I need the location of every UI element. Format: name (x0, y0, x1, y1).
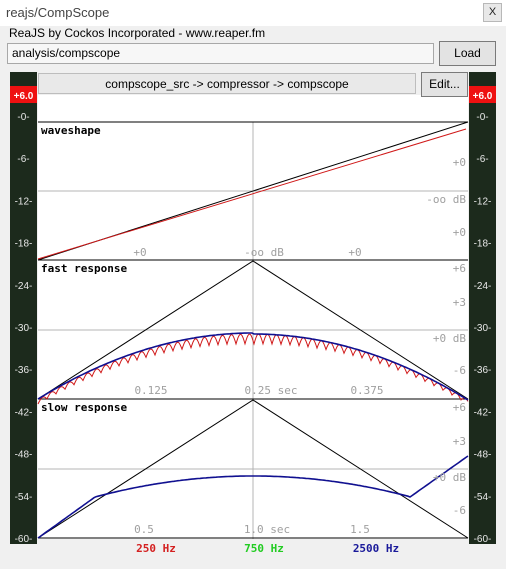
fast-right-label-4: -6 (453, 364, 466, 377)
legend-250hz: 250 Hz (136, 542, 176, 555)
left-meter-scale-label: -6- (17, 154, 29, 165)
fast-right-label-1: +6 (453, 262, 466, 275)
right-meter-scale-label: -42- (474, 407, 492, 418)
routing-display: compscope_src -> compressor -> compscope (38, 73, 416, 94)
left-peak-indicator (10, 86, 37, 103)
right-meter-scale-label: -30- (474, 323, 492, 334)
left-meter-scale-label: -36- (15, 365, 33, 376)
slow-right-label-3: +0 dB (433, 471, 466, 484)
right-meter-scale-label: -48- (474, 450, 492, 461)
waveshape-right-label-3: +0 (453, 226, 466, 239)
left-meter-scale: -0- -6- -12- -18- -24- -30- -36- -42- -48- -54- -6… (15, 112, 33, 545)
left-meter-scale-label: -54- (15, 492, 33, 503)
load-button[interactable]: Load (439, 41, 496, 66)
effect-path-value: analysis/compscope (12, 46, 121, 60)
slow-right-label-2: +3 (453, 435, 466, 448)
slow-response-title: slow response (41, 401, 127, 414)
left-meter-scale-label: -48- (15, 450, 33, 461)
left-meter-scale-label: -24- (15, 281, 33, 292)
fast-bottom-label-2: 0.25 sec (245, 384, 298, 397)
panel-dividers (38, 121, 468, 539)
slow-right-label-1: +6 (453, 401, 466, 414)
right-peak-indicator (469, 86, 496, 103)
left-meter-scale-label: -30- (15, 323, 33, 334)
slow-bottom-label-3: 1.5 (350, 523, 370, 536)
edit-button[interactable]: Edit... (421, 72, 468, 97)
right-meter-scale-label: -24- (474, 281, 492, 292)
waveshape-bottom-label-2: -oo dB (244, 246, 284, 259)
right-meter-scale-label: -18- (474, 239, 492, 250)
plugin-subtitle: ReaJS by Cockos Incorporated - www.reape… (9, 26, 266, 40)
waveshape-title: waveshape (41, 124, 101, 137)
left-level-meter (10, 72, 37, 544)
waveshape-right-label-2: -oo dB (426, 193, 466, 206)
left-meter-scale-label: -42- (15, 407, 33, 418)
slow-envelope-triangle (37, 399, 469, 539)
right-meter-scale-label: -36- (474, 365, 492, 376)
close-button[interactable]: X (483, 3, 502, 22)
window-title: reajs/CompScope (6, 5, 110, 20)
fast-envelope-triangle (37, 260, 469, 400)
effect-path-field[interactable]: analysis/compscope (7, 43, 434, 64)
right-meter-scale-label: -54- (474, 492, 492, 503)
waveshape-bottom-label-1: +0 (133, 246, 146, 259)
right-peak-value: +6.0 (473, 91, 493, 102)
right-level-meter (469, 72, 496, 544)
right-meter-scale: -0- -6- -12- -18- -24- -30- -36- -42- -48- -54- -6… (474, 112, 492, 545)
waveshape-bottom-label-3: +0 (348, 246, 361, 259)
right-meter-scale-label: -0- (476, 112, 488, 123)
fast-response-title: fast response (41, 262, 127, 275)
slow-response-curve (37, 455, 469, 539)
fast-response-curve (37, 332, 469, 401)
fast-response-ripple (37, 333, 469, 405)
fast-bottom-label-1: 0.125 (134, 384, 167, 397)
left-peak-value: +6.0 (14, 91, 34, 102)
left-meter-scale-label: -12- (15, 196, 33, 207)
routing-text: compscope_src -> compressor -> compscope (105, 77, 349, 91)
slow-bottom-label-2: 1.0 sec (244, 523, 290, 536)
waveshape-right-label-1: +0 (453, 156, 466, 169)
right-meter-scale-label: -60- (474, 534, 492, 545)
waveshape-output-curve (37, 128, 467, 260)
fast-right-label-2: +3 (453, 296, 466, 309)
left-meter-scale-label: -60- (15, 534, 33, 545)
title-bar: reajs/CompScope X (0, 0, 506, 26)
legend-750hz: 750 Hz (244, 542, 284, 555)
right-meter-scale-label: -12- (474, 196, 492, 207)
slow-right-label-4: -6 (453, 504, 466, 517)
slow-bottom-label-1: 0.5 (134, 523, 154, 536)
fast-right-label-3: +0 dB (433, 332, 466, 345)
fast-bottom-label-3: 0.375 (350, 384, 383, 397)
left-meter-scale-label: -18- (15, 239, 33, 250)
legend-2500hz: 2500 Hz (353, 542, 399, 555)
right-meter-scale-label: -6- (476, 154, 488, 165)
left-meter-scale-label: -0- (17, 112, 29, 123)
